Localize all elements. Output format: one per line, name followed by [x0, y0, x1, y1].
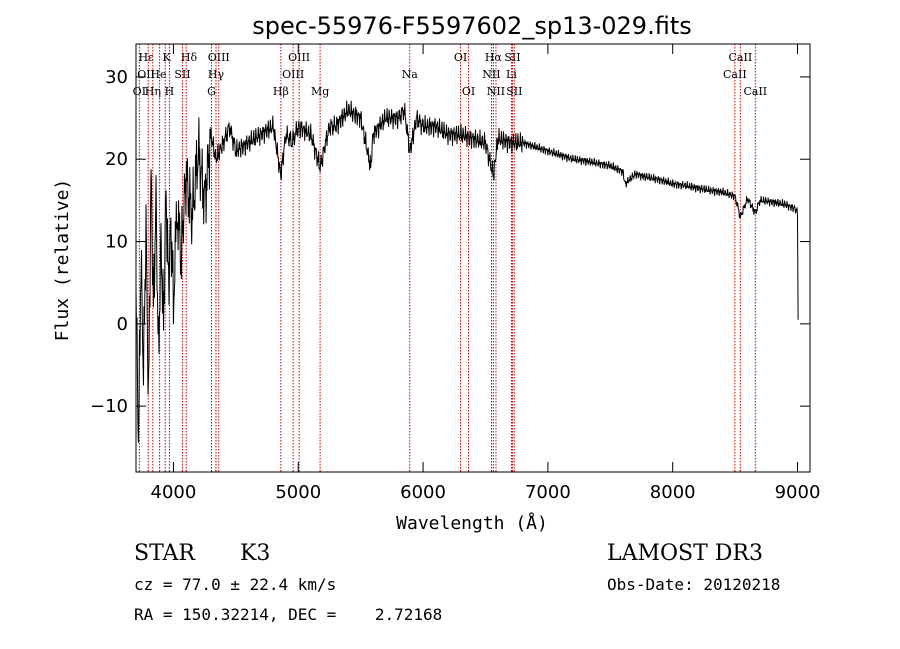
y-tick-label: 20 [105, 149, 128, 170]
line-label: Hβ [273, 85, 289, 98]
line-label: Li [506, 68, 517, 81]
line-label: Hε [138, 51, 154, 64]
line-label: NII [487, 85, 505, 98]
plot-frame [135, 43, 811, 473]
x-tick-label: 7000 [525, 482, 571, 503]
line-label: Na [402, 68, 419, 81]
y-tick-label: 10 [105, 232, 128, 253]
object-class: STAR [134, 541, 196, 566]
line-label: OIII [208, 51, 230, 64]
redshift-cz: cz = 77.0 ± 22.4 km/s [134, 575, 336, 594]
line-label: G [207, 85, 216, 98]
line-label: Hγ [208, 68, 225, 81]
line-label: Mg [311, 85, 329, 98]
line-label: CaII [723, 68, 747, 81]
spectral-line-markers [138, 44, 756, 472]
x-axis-label: Wavelength (Å) [396, 512, 548, 534]
object-subclass: K3 [240, 541, 270, 566]
y-axis-label: Flux (relative) [52, 179, 73, 342]
line-label: SII [504, 51, 520, 64]
line-label: Hδ [181, 51, 198, 64]
x-axis-ticks: 4000 5000 6000 7000 8000 9000 [151, 44, 821, 503]
line-label: OI [462, 85, 475, 98]
y-axis-ticks: −10 0 10 20 30 [90, 67, 810, 417]
line-label: K [162, 51, 171, 64]
line-label: CaII [729, 51, 753, 64]
observation-date: Obs-Date: 20120218 [607, 575, 780, 594]
survey-name: LAMOST DR3 [607, 541, 763, 566]
line-label: CaII [743, 85, 767, 98]
line-label: OI [454, 51, 467, 64]
x-tick-label: 5000 [275, 482, 321, 503]
line-label: Hα [485, 51, 503, 64]
line-label: H [165, 85, 175, 98]
line-label: OIII [288, 51, 310, 64]
line-label: He [150, 68, 166, 81]
line-label: OIII [282, 68, 304, 81]
x-tick-label: 9000 [775, 482, 821, 503]
y-tick-label: 30 [105, 67, 128, 88]
y-tick-label: −10 [90, 396, 128, 417]
y-tick-label: 0 [117, 314, 128, 335]
chart-title: spec-55976-F5597602_sp13-029.fits [252, 12, 691, 40]
x-tick-label: 6000 [400, 482, 446, 503]
line-label: Hη [145, 85, 161, 98]
flux-line [135, 100, 799, 443]
line-label: OII [137, 68, 155, 81]
coordinates: RA = 150.32214, DEC = 2.72168 [134, 605, 442, 624]
line-label: NII [482, 68, 500, 81]
flux-series [135, 100, 799, 443]
x-tick-label: 8000 [650, 482, 696, 503]
x-tick-label: 4000 [151, 482, 197, 503]
line-label: SII [174, 68, 190, 81]
line-label: SII [506, 85, 522, 98]
